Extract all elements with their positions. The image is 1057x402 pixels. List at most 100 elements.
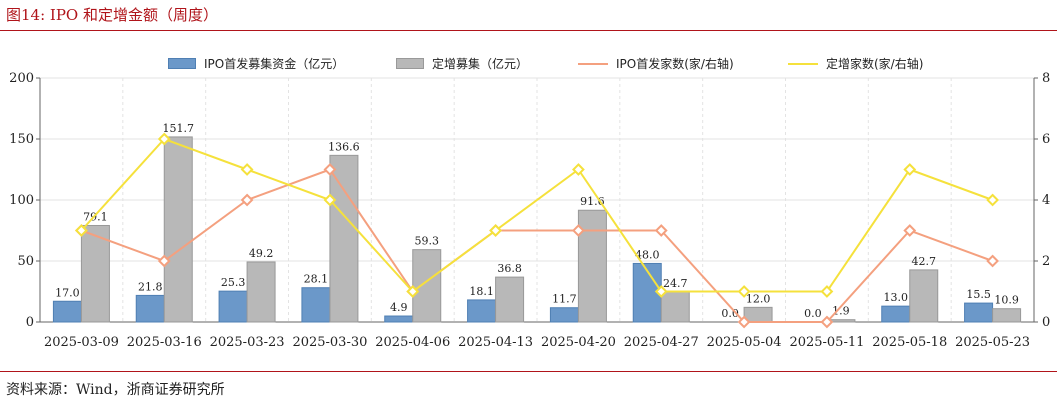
private-count-marker <box>323 193 337 207</box>
legend-swatch-ipo-count <box>578 62 608 65</box>
bar-ipo-amount <box>467 299 497 323</box>
x-tick-label: 2025-04-06 <box>375 335 450 350</box>
data-label-private-amount: 12.0 <box>746 292 771 305</box>
x-tick-label: 2025-03-30 <box>292 335 367 350</box>
data-label-private-amount: 1.9 <box>832 305 850 318</box>
bar-ipo-amount <box>135 294 165 323</box>
y-right-tick-label: 6 <box>1042 132 1050 147</box>
data-label-ipo-amount: 0.0 <box>804 307 822 320</box>
private-count-marker <box>489 224 502 237</box>
ipo-count-marker <box>240 193 254 207</box>
data-label-ipo-amount: 21.8 <box>138 280 163 293</box>
bar-private-amount <box>163 136 193 323</box>
chart-svg: 0 50 100 150 200 0 2 4 6 8 2025-03-09 2025-03-16 202… <box>9 71 1050 350</box>
ipo-count-marker <box>986 254 999 268</box>
bar-ipo-amount <box>218 290 248 323</box>
bar-private-amount <box>329 154 359 323</box>
private-count-marker <box>986 193 999 207</box>
private-count-marker <box>737 285 751 298</box>
legend-swatch-private-amount <box>396 58 424 69</box>
chart-legend: IPO首发募集资金（亿元） 定增募集（亿元） IPO首发家数(家/右轴) 定增家… <box>0 55 1057 73</box>
y-left-tick-label: 100 <box>9 193 34 208</box>
data-label-private-amount: 136.6 <box>328 140 360 153</box>
bar-private-amount <box>412 249 442 323</box>
private-count-marker <box>157 132 171 146</box>
legend-label-private-amount: 定增募集（亿元） <box>432 57 529 71</box>
data-label-private-amount: 49.2 <box>249 247 274 260</box>
legend-private-count: 定增家数(家/右轴) <box>788 55 923 72</box>
data-label-private-amount: 79.1 <box>83 210 108 223</box>
source-note: 资料来源：Wind，浙商证券研究所 <box>6 382 225 398</box>
x-tick-label: 2025-04-20 <box>541 335 616 350</box>
private-count-marker <box>820 285 834 298</box>
data-label-ipo-amount: 13.0 <box>884 291 909 304</box>
bar-ipo-amount <box>52 300 82 323</box>
bar-ipo-amount <box>384 315 414 323</box>
x-tick-label: 2025-03-16 <box>127 335 202 350</box>
data-label-ipo-amount: 28.1 <box>304 273 329 286</box>
y-left-tick-label: 150 <box>9 132 34 147</box>
private-count-marker <box>903 163 917 176</box>
y-right-tick-label: 0 <box>1042 315 1050 330</box>
ipo-count-line <box>81 168 993 323</box>
bar-private-amount <box>660 291 690 323</box>
data-label-private-amount: 151.7 <box>163 122 195 135</box>
x-tick-label: 2025-05-23 <box>955 335 1030 350</box>
ipo-count-marker <box>572 224 585 237</box>
data-label-ipo-amount: 17.0 <box>55 286 80 299</box>
bar-private-amount <box>80 224 110 323</box>
data-label-private-amount: 36.8 <box>497 262 522 275</box>
bar-private-amount <box>495 276 525 323</box>
bottom-rule <box>0 371 1057 372</box>
ipo-count-marker <box>903 224 917 237</box>
bar-private-amount <box>992 308 1022 323</box>
legend-label-ipo-count: IPO首发家数(家/右轴) <box>616 57 734 71</box>
legend-ipo-amount: IPO首发募集资金（亿元） <box>168 55 344 72</box>
ipo-count-marker <box>323 163 337 176</box>
legend-swatch-private-count <box>788 62 818 65</box>
x-tick-label: 2025-03-09 <box>44 335 119 350</box>
ipo-count-marker <box>737 315 751 329</box>
top-rule <box>0 30 1057 31</box>
data-label-ipo-amount: 11.7 <box>552 293 577 306</box>
x-tick-label: 2025-04-27 <box>624 335 699 350</box>
bar-ipo-amount <box>549 307 579 323</box>
data-label-ipo-amount: 48.0 <box>635 248 660 261</box>
data-label-ipo-amount: 18.1 <box>469 285 494 298</box>
x-tick-label: 2025-05-11 <box>789 335 864 350</box>
x-tick-label: 2025-03-23 <box>210 335 285 350</box>
x-tick-label: 2025-05-04 <box>707 335 782 350</box>
y-left-tick-label: 200 <box>9 71 34 86</box>
y-left-tick-label: 50 <box>17 254 34 269</box>
y-right-tick-label: 4 <box>1042 193 1050 208</box>
bar-private-amount <box>246 261 276 323</box>
bar-private-amount <box>577 209 607 323</box>
bar-ipo-amount <box>301 287 331 323</box>
private-count-marker <box>572 163 585 176</box>
legend-label-private-count: 定增家数(家/右轴) <box>826 57 924 71</box>
private-count-marker <box>654 285 668 298</box>
y-right-tick-label: 2 <box>1042 254 1050 269</box>
data-label-ipo-amount: 15.5 <box>966 288 991 301</box>
y-left-tick-label: 0 <box>26 315 34 330</box>
y-right-tick-label: 8 <box>1042 71 1050 86</box>
figure-title: 图14: IPO 和定增金额（周度） <box>6 6 218 24</box>
bar-ipo-amount <box>881 305 911 323</box>
private-count-line <box>80 137 993 293</box>
legend-ipo-count: IPO首发家数(家/右轴) <box>578 55 734 72</box>
data-label-private-amount: 42.7 <box>912 255 937 268</box>
data-label-ipo-amount: 25.3 <box>221 276 246 289</box>
legend-swatch-ipo-amount <box>168 58 196 69</box>
data-label-private-amount: 24.7 <box>663 277 688 290</box>
bar-private-amount <box>909 269 939 323</box>
bar-ipo-amount <box>964 302 994 323</box>
x-tick-label: 2025-04-13 <box>458 335 533 350</box>
data-label-ipo-amount: 4.9 <box>390 301 408 314</box>
data-label-private-amount: 59.3 <box>415 235 440 248</box>
ipo-count-marker <box>820 315 834 329</box>
x-tick-label: 2025-05-18 <box>872 335 947 350</box>
legend-label-ipo-amount: IPO首发募集资金（亿元） <box>204 57 345 71</box>
ipo-count-marker <box>157 254 171 268</box>
private-count-marker <box>240 163 254 176</box>
private-count-marker <box>75 224 88 237</box>
